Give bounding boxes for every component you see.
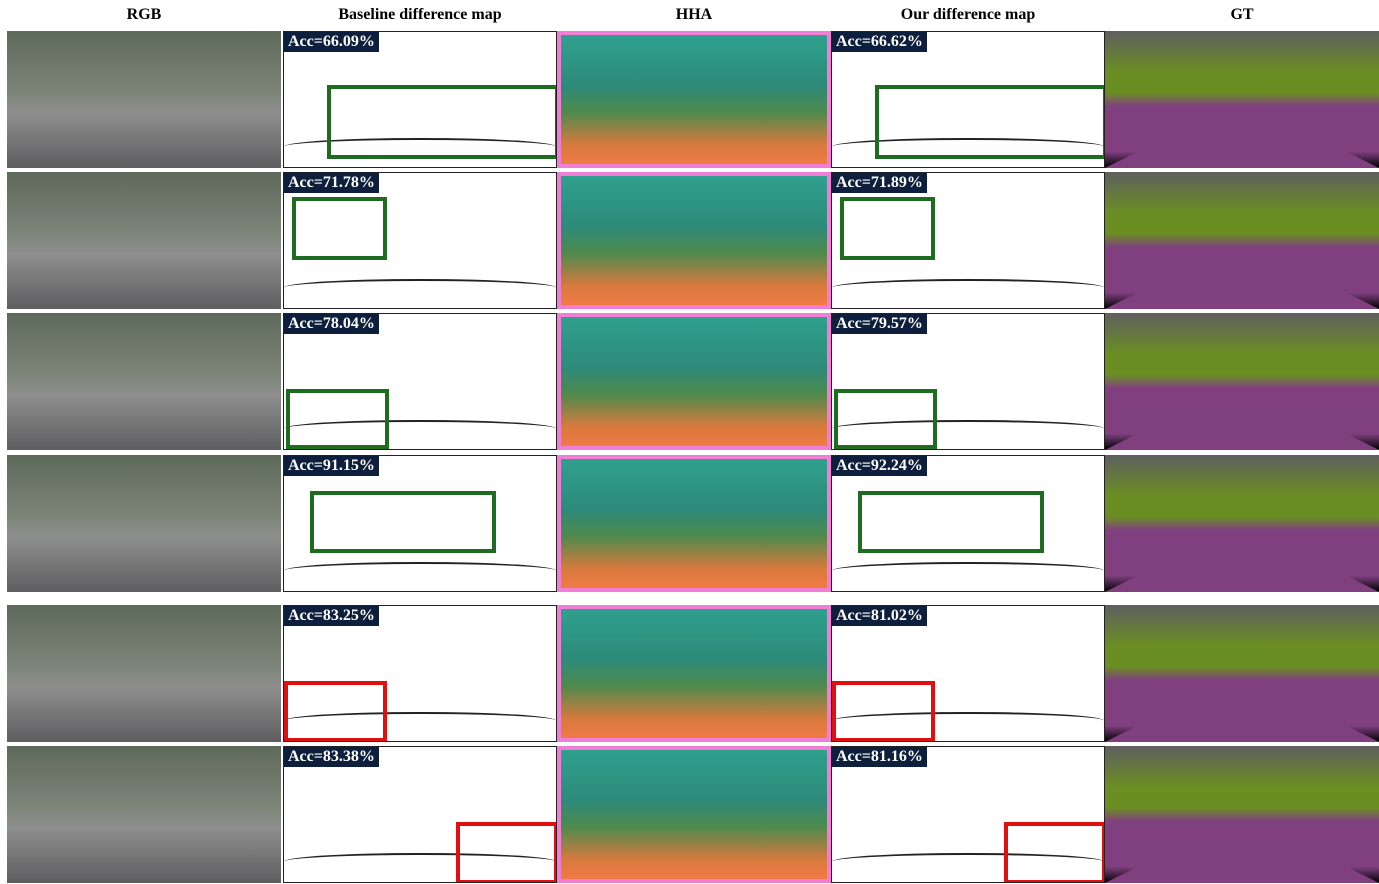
highlight-box [834,389,937,449]
column-header: Baseline difference map [283,6,557,24]
accuracy-label: Acc=71.78% [284,173,379,193]
highlight-box [456,822,557,883]
road-outline [284,279,556,308]
road-outline [284,562,556,591]
highlight-box [310,491,496,553]
difference-map: Acc=81.16% [831,746,1105,883]
accuracy-label: Acc=78.04% [284,314,379,334]
gt-image [1105,313,1379,450]
accuracy-label: Acc=66.09% [284,32,379,52]
accuracy-label: Acc=71.89% [832,173,927,193]
rgb-image [7,31,281,168]
column-header: HHA [557,6,831,24]
hha-image [557,605,831,742]
figure: RGBBaseline difference mapHHAOur differe… [0,0,1379,884]
rgb-image [7,455,281,592]
gt-image [1105,455,1379,592]
rgb-image [7,746,281,883]
difference-map: Acc=71.89% [831,172,1105,309]
gt-image [1105,172,1379,309]
rgb-image [7,172,281,309]
hha-image [557,746,831,883]
gt-road [1105,247,1379,309]
highlight-box [286,389,389,449]
road-outline [832,562,1104,591]
highlight-box [840,197,935,260]
difference-map: Acc=83.38% [283,746,557,883]
hha-image [557,313,831,450]
difference-map: Acc=66.62% [831,31,1105,168]
accuracy-label: Acc=79.57% [832,314,927,334]
highlight-box [292,197,387,260]
gt-image [1105,605,1379,742]
gt-image [1105,746,1379,883]
accuracy-label: Acc=83.25% [284,606,379,626]
highlight-box [875,85,1105,159]
highlight-box [858,491,1044,553]
accuracy-label: Acc=83.38% [284,747,379,767]
column-header: Our difference map [831,6,1105,24]
highlight-box [284,681,387,742]
hha-image [557,172,831,309]
hha-image [557,31,831,168]
highlight-box [832,681,935,742]
difference-map: Acc=78.04% [283,313,557,450]
difference-map: Acc=71.78% [283,172,557,309]
highlight-box [327,85,557,159]
gt-road [1105,530,1379,592]
difference-map: Acc=83.25% [283,605,557,742]
accuracy-label: Acc=81.02% [832,606,927,626]
gt-road [1105,821,1379,883]
road-outline [832,279,1104,308]
gt-road [1105,106,1379,168]
difference-map: Acc=92.24% [831,455,1105,592]
rgb-image [7,605,281,742]
hha-image [557,455,831,592]
gt-road [1105,388,1379,450]
column-header: RGB [7,6,281,24]
accuracy-label: Acc=91.15% [284,456,379,476]
gt-road [1105,680,1379,742]
accuracy-label: Acc=66.62% [832,32,927,52]
difference-map: Acc=81.02% [831,605,1105,742]
accuracy-label: Acc=92.24% [832,456,927,476]
highlight-box [1004,822,1105,883]
gt-image [1105,31,1379,168]
rgb-image [7,313,281,450]
difference-map: Acc=91.15% [283,455,557,592]
difference-map: Acc=79.57% [831,313,1105,450]
column-header: GT [1105,6,1379,24]
difference-map: Acc=66.09% [283,31,557,168]
accuracy-label: Acc=81.16% [832,747,927,767]
